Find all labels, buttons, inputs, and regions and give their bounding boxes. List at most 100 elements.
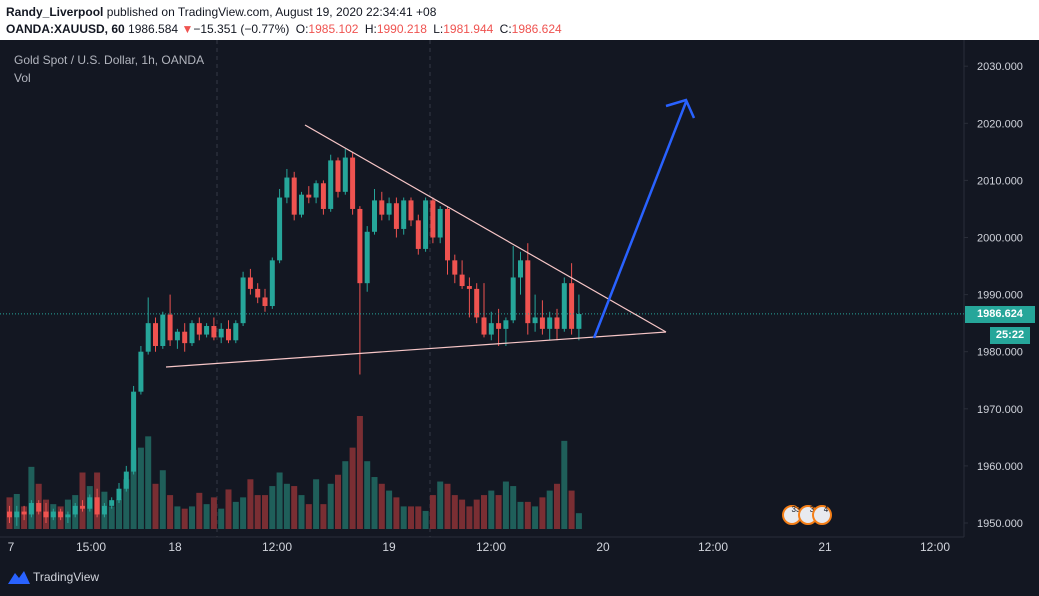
price-tick-label: 2020.000: [977, 118, 1023, 130]
event-count: 33: [792, 505, 801, 514]
volume-bar: [189, 506, 195, 529]
time-tick-label: 18: [168, 540, 182, 554]
candle-body: [65, 514, 71, 518]
volume-bar: [254, 495, 261, 529]
candle-body: [481, 317, 487, 335]
volume-bar: [400, 506, 407, 529]
volume-bar: [517, 501, 524, 529]
candle-body: [145, 323, 151, 352]
ohlc-line: OANDA:XAUUSD, 60 1986.584 ▼−15.351 (−0.7…: [6, 22, 562, 36]
time-tick-label: 12:00: [262, 540, 292, 554]
candle-body: [7, 511, 12, 518]
symbol-label[interactable]: OANDA:XAUUSD, 60: [6, 22, 125, 36]
candle-body: [393, 203, 399, 229]
volume-bar: [422, 510, 429, 529]
candle-body: [94, 497, 100, 515]
candle-body: [138, 351, 144, 392]
volume-bar: [218, 508, 225, 529]
volume-bar: [240, 497, 247, 529]
candle-body: [160, 314, 166, 346]
low-label: L:: [433, 22, 444, 36]
volume-bar: [356, 416, 363, 529]
tradingview-brand[interactable]: TradingView: [33, 570, 100, 584]
price-change: −15.351 (−0.77%): [193, 22, 290, 36]
candle-body: [430, 200, 436, 238]
open-value: 1985.102: [308, 22, 359, 36]
volume-bar: [276, 472, 283, 529]
volume-bar: [415, 506, 422, 529]
volume-bar: [262, 495, 268, 529]
breakout-arrow-head: [665, 98, 696, 119]
candle-body: [320, 183, 326, 209]
volume-bar: [575, 513, 582, 529]
volume-bar: [444, 483, 451, 529]
last-price: 1986.584: [128, 22, 179, 36]
volume-bar: [232, 501, 239, 529]
candle-body: [328, 160, 334, 209]
candle-body: [452, 260, 458, 275]
volume-bar: [561, 440, 568, 529]
published-text: published on TradingView.com, August 19,…: [106, 5, 437, 19]
volume-bar: [320, 504, 327, 529]
candle-body: [28, 503, 34, 515]
candle-body: [547, 317, 553, 329]
candle-body: [218, 328, 224, 338]
volume-bar: [145, 436, 152, 529]
volume-bar: [459, 499, 466, 529]
volume-bar: [291, 486, 298, 529]
volume-bar: [305, 504, 312, 529]
time-tick-label: 19: [382, 540, 396, 554]
candle-body: [255, 288, 261, 298]
candle-body: [408, 200, 414, 221]
candle-body: [488, 323, 494, 335]
candle-body: [167, 314, 173, 341]
candle-body: [182, 331, 188, 344]
volume-bar: [466, 506, 473, 529]
volume-bar: [130, 449, 137, 529]
bar-countdown: 25:22: [990, 327, 1030, 344]
candle-body: [342, 157, 348, 192]
time-tick-label: 7: [8, 540, 15, 554]
event-flag-icon: [812, 505, 832, 525]
volume-bar: [495, 495, 502, 529]
tradingview-logo-icon[interactable]: [8, 570, 30, 584]
volume-bar: [298, 495, 305, 529]
candle-body: [174, 331, 180, 341]
candle-body: [131, 391, 137, 472]
volume-bar: [546, 490, 553, 529]
candle-body: [58, 511, 64, 518]
footer: TradingView: [0, 560, 1039, 596]
candle-body: [291, 177, 297, 215]
candle-body: [109, 500, 115, 506]
author-name[interactable]: Randy_Liverpool: [6, 5, 104, 19]
volume-bar: [123, 479, 130, 529]
price-tick-label: 1970.000: [977, 404, 1023, 416]
time-tick-label: 20: [596, 540, 610, 554]
candle-body: [14, 511, 20, 518]
volume-bar: [532, 506, 539, 529]
volume-bar: [481, 495, 487, 529]
price-chart[interactable]: 1950.000 1960.000 1970.000 1980.000 1990.000…: [0, 40, 1039, 560]
candle-body: [247, 277, 253, 289]
volume-bar: [108, 506, 115, 529]
volume-bar: [378, 483, 385, 529]
price-tick-label: 1960.000: [977, 461, 1023, 473]
volume-bar: [159, 470, 166, 529]
candle-body: [262, 297, 268, 307]
volume-bar: [568, 490, 575, 529]
price-tick-label: 2010.000: [977, 175, 1023, 187]
high-label: H:: [364, 22, 377, 36]
symbol-legend: Gold Spot / U.S. Dollar, 1h, OANDA: [14, 53, 205, 67]
candle-body: [50, 511, 56, 518]
volume-bar: [283, 483, 290, 529]
volume-bar: [28, 466, 35, 529]
descending-trendline: [304, 124, 667, 333]
current-price-tag: 1986.624: [965, 306, 1035, 323]
volume-bar: [116, 499, 122, 529]
volume-bar: [313, 479, 320, 529]
candle-body: [72, 505, 78, 515]
volume-bar: [203, 504, 210, 529]
volume-bar: [335, 474, 341, 529]
candle-body: [437, 208, 443, 238]
volume-bar: [510, 486, 517, 529]
